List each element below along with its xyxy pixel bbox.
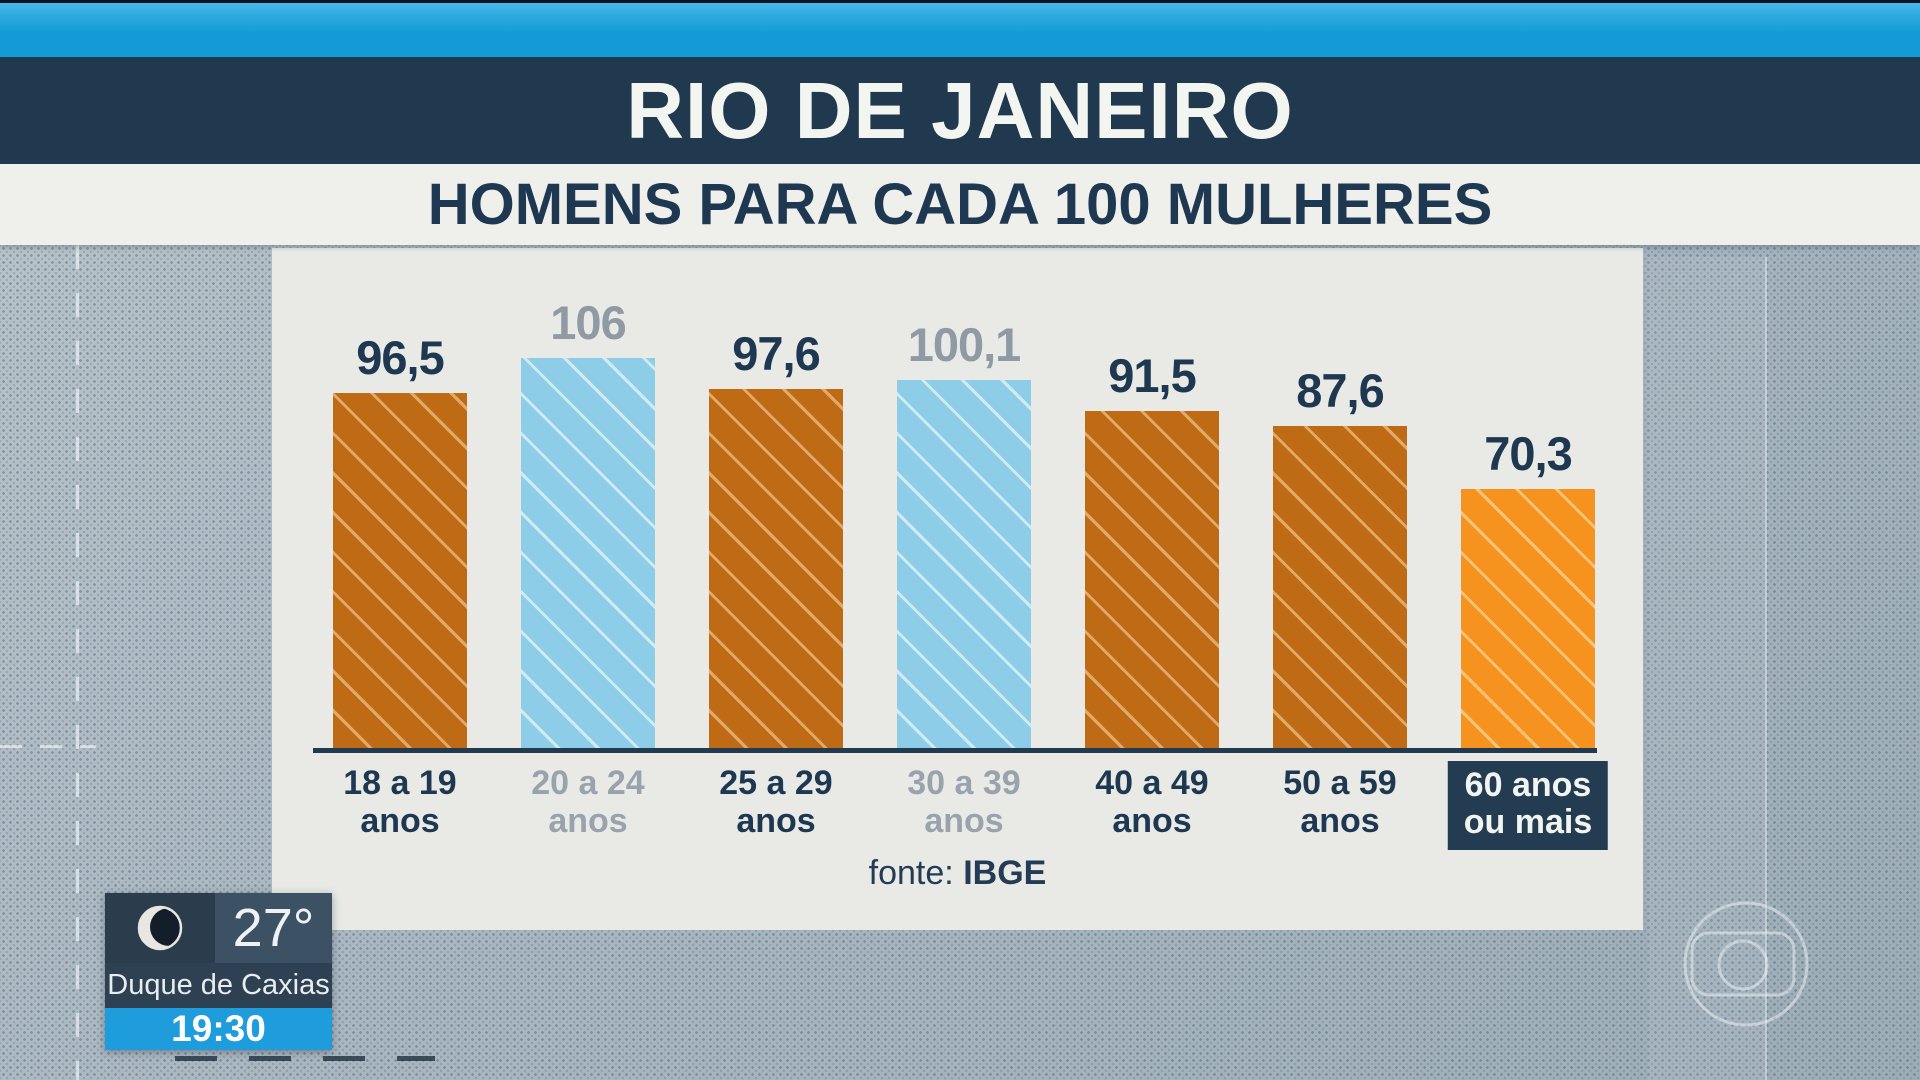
category-label-line: ou mais: [1463, 802, 1593, 841]
category-label-line: anos: [360, 802, 440, 841]
weather-top-row: 27°: [105, 893, 332, 963]
subtitle-band: HOMENS PARA CADA 100 MULHERES: [0, 164, 1920, 245]
category-label-line: 18 a 19: [343, 764, 457, 802]
category-label-line: 40 a 49: [1095, 764, 1209, 802]
bar-25-a-29: [709, 389, 843, 748]
category-label-line: 60 anos: [1464, 766, 1592, 804]
globo-logo-icon: [1683, 901, 1809, 1027]
page-title: RIO DE JANEIRO: [626, 65, 1294, 155]
bar-18-a-19: [333, 393, 467, 748]
weather-widget: 27° Duque de Caxias 19:30: [105, 893, 332, 1050]
dashed-horizontal-line-left: [0, 745, 96, 748]
weather-icon-cell: [105, 893, 215, 963]
source-text: fonte: IBGE: [272, 854, 1643, 893]
category-label-line: anos: [924, 802, 1004, 841]
category-label-highlighted: 60 anos ou mais: [1447, 761, 1609, 851]
x-axis-line: [313, 748, 1597, 753]
bar-value-label: 96,5: [356, 331, 444, 384]
bar-value-label: 106: [550, 296, 626, 349]
bar-50-a-59: [1273, 426, 1407, 748]
category-label: 25 a 29 anos: [719, 764, 832, 840]
category-label-line: 30 a 39: [907, 764, 1021, 802]
category-label-line: anos: [736, 802, 816, 841]
dashed-horizontal-line-bottom: [175, 1056, 435, 1061]
source-name: IBGE: [963, 854, 1047, 892]
title-band: RIO DE JANEIRO: [0, 57, 1920, 164]
category-label: 20 a 24 anos: [531, 764, 644, 840]
bar-value-label: 100,1: [907, 318, 1022, 371]
category-label-line: anos: [1112, 802, 1192, 841]
dashed-vertical-line: [76, 245, 79, 1080]
bar-value-label: 70,3: [1484, 427, 1572, 480]
waning-crescent-moon-icon: [137, 905, 183, 951]
clock-time: 19:30: [105, 1008, 332, 1050]
bar-30-a-39: [897, 380, 1031, 748]
category-label-line: 20 a 24: [531, 764, 645, 802]
page-subtitle: HOMENS PARA CADA 100 MULHERES: [427, 172, 1493, 237]
bar-20-a-24: [521, 358, 655, 748]
category-label-line: anos: [1300, 802, 1380, 841]
category-label: 50 a 59 anos: [1283, 764, 1396, 840]
category-label: 40 a 49 anos: [1095, 764, 1208, 840]
bar-value-label: 87,6: [1296, 364, 1384, 417]
source-label: fonte:: [868, 854, 954, 892]
bar-value-label: 97,6: [732, 327, 820, 380]
weather-location: Duque de Caxias: [105, 963, 332, 1008]
category-label-line: 50 a 59: [1283, 764, 1397, 802]
bar-value-label: 91,5: [1108, 349, 1196, 402]
category-label-line: 25 a 29: [719, 764, 833, 802]
category-label-line: anos: [548, 802, 628, 841]
category-label: 30 a 39 anos: [907, 764, 1020, 840]
background-highlight-band: [1648, 257, 1767, 1080]
bar-60-anos: [1461, 489, 1595, 748]
top-edge-line: [0, 0, 1920, 3]
temperature-value: 27°: [215, 893, 332, 963]
category-label: 18 a 19 anos: [343, 764, 456, 840]
top-cyan-band: [0, 3, 1920, 57]
bar-40-a-49: [1085, 411, 1219, 748]
